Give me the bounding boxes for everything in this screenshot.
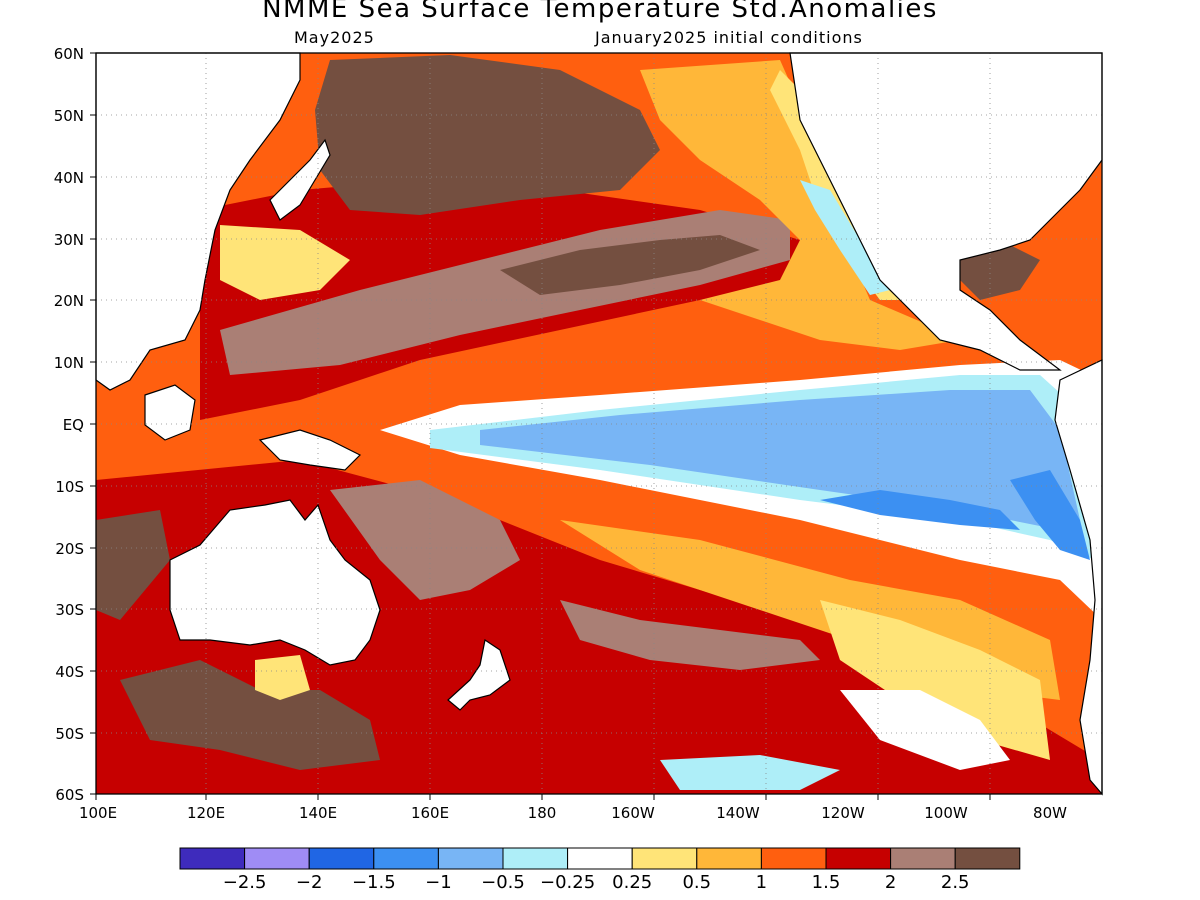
north-america-landmass bbox=[789, 52, 1103, 371]
initial-conditions: January2025 initial conditions bbox=[595, 28, 863, 47]
colorbar-swatch bbox=[179, 847, 246, 870]
australia-landmass bbox=[169, 499, 381, 666]
anomaly-region-brown bbox=[960, 245, 1040, 300]
colorbar-label: 1.5 bbox=[812, 872, 841, 893]
colorbar-label: −1.5 bbox=[352, 872, 396, 893]
x-tick-label: 100W bbox=[924, 804, 968, 822]
anomaly-region-cyan bbox=[660, 755, 840, 790]
x-tick-label: 100E bbox=[79, 804, 117, 822]
x-tick-label: 160W bbox=[611, 804, 655, 822]
asia-landmass bbox=[95, 52, 301, 391]
colorbar-label: −1 bbox=[425, 872, 452, 893]
colorbar-swatch bbox=[567, 847, 633, 870]
anomaly-region-mauve bbox=[500, 235, 760, 295]
y-tick-label: 30N bbox=[54, 231, 84, 249]
colorbar-swatch bbox=[437, 847, 504, 870]
x-tick-label: 160E bbox=[411, 804, 449, 822]
borneo-landmass bbox=[144, 384, 196, 441]
y-tick-label: 40N bbox=[54, 169, 84, 187]
colorbar-swatch bbox=[308, 847, 375, 870]
map-title: NMME Sea Surface Temperature Std.Anomali… bbox=[262, 0, 938, 24]
x-tick-label: 180 bbox=[528, 804, 557, 822]
anomaly-region-yellow bbox=[220, 225, 350, 300]
y-tick-label: 50S bbox=[55, 725, 84, 743]
x-tick-label: 120E bbox=[187, 804, 225, 822]
y-tick-label: EQ bbox=[63, 416, 84, 434]
colorbar-swatch bbox=[631, 847, 698, 870]
colorbar-label: −0.5 bbox=[481, 872, 525, 893]
y-tick-label: 10S bbox=[55, 478, 84, 496]
colorbar-swatch bbox=[244, 847, 310, 870]
x-tick-label: 80W bbox=[1033, 804, 1067, 822]
colorbar: −2.5 −2 −1.5 −1 −0.5 −0.25 0.25 0.5 1 1.5 2 2.5 bbox=[179, 847, 1021, 893]
y-tick-label: 60S bbox=[55, 786, 84, 804]
colorbar-label: −2 bbox=[296, 872, 323, 893]
anomaly-region-white bbox=[840, 690, 1010, 770]
new-guinea-landmass bbox=[258, 429, 362, 471]
colorbar-swatch bbox=[373, 847, 439, 870]
y-tick-label: 20N bbox=[54, 292, 84, 310]
colorbar-label: 1 bbox=[756, 872, 767, 893]
anomaly-region-mauve bbox=[560, 600, 820, 670]
anomaly-region-blue bbox=[480, 390, 1080, 530]
colorbar-swatch bbox=[696, 847, 762, 870]
new-zealand-landmass bbox=[447, 639, 511, 711]
colorbar-label: 0.25 bbox=[612, 872, 652, 893]
colorbar-swatch bbox=[825, 847, 892, 870]
colorbar-swatch bbox=[890, 847, 956, 870]
anomaly-region-orange bbox=[640, 60, 960, 350]
y-axis: 60N 50N 40N 30N 20N 10N EQ 10S 20S 30S 4… bbox=[54, 45, 96, 804]
y-tick-label: 10N bbox=[54, 354, 84, 372]
land-masses bbox=[95, 52, 1103, 796]
anomaly-region-blue bbox=[820, 490, 1020, 530]
colorbar-swatch bbox=[954, 847, 1021, 870]
colorbar-label: 2 bbox=[885, 872, 896, 893]
japan-landmass bbox=[269, 138, 331, 221]
anomaly-region-yellow bbox=[820, 600, 1050, 760]
anomaly-region-brown bbox=[120, 660, 380, 770]
anomaly-region-blue bbox=[1010, 470, 1090, 560]
x-axis: 100E 120E 140E 160E 180 160W 140W 120W 1… bbox=[79, 794, 1067, 822]
anomaly-region-mauve bbox=[330, 480, 520, 600]
anomaly-region-cyan bbox=[800, 180, 890, 295]
colorbar-swatch bbox=[760, 847, 827, 870]
y-tick-label: 30S bbox=[55, 601, 84, 619]
colorbar-swatch bbox=[502, 847, 569, 870]
colorbar-label: −2.5 bbox=[223, 872, 267, 893]
x-tick-label: 120W bbox=[821, 804, 865, 822]
forecast-month: May2025 bbox=[294, 28, 375, 47]
anomaly-region-brown bbox=[315, 55, 660, 215]
y-tick-label: 20S bbox=[55, 540, 84, 558]
colorbar-label: −0.25 bbox=[540, 872, 595, 893]
y-tick-label: 40S bbox=[55, 663, 84, 681]
x-tick-label: 140E bbox=[299, 804, 337, 822]
y-tick-label: 60N bbox=[54, 45, 84, 63]
colorbar-label: 2.5 bbox=[941, 872, 970, 893]
colorbar-label: 0.5 bbox=[682, 872, 711, 893]
x-tick-label: 140W bbox=[716, 804, 760, 822]
grid-lines bbox=[96, 53, 1102, 794]
anomaly-region-brown bbox=[96, 510, 170, 620]
y-tick-label: 50N bbox=[54, 107, 84, 125]
anomaly-region-yellow bbox=[255, 655, 310, 700]
